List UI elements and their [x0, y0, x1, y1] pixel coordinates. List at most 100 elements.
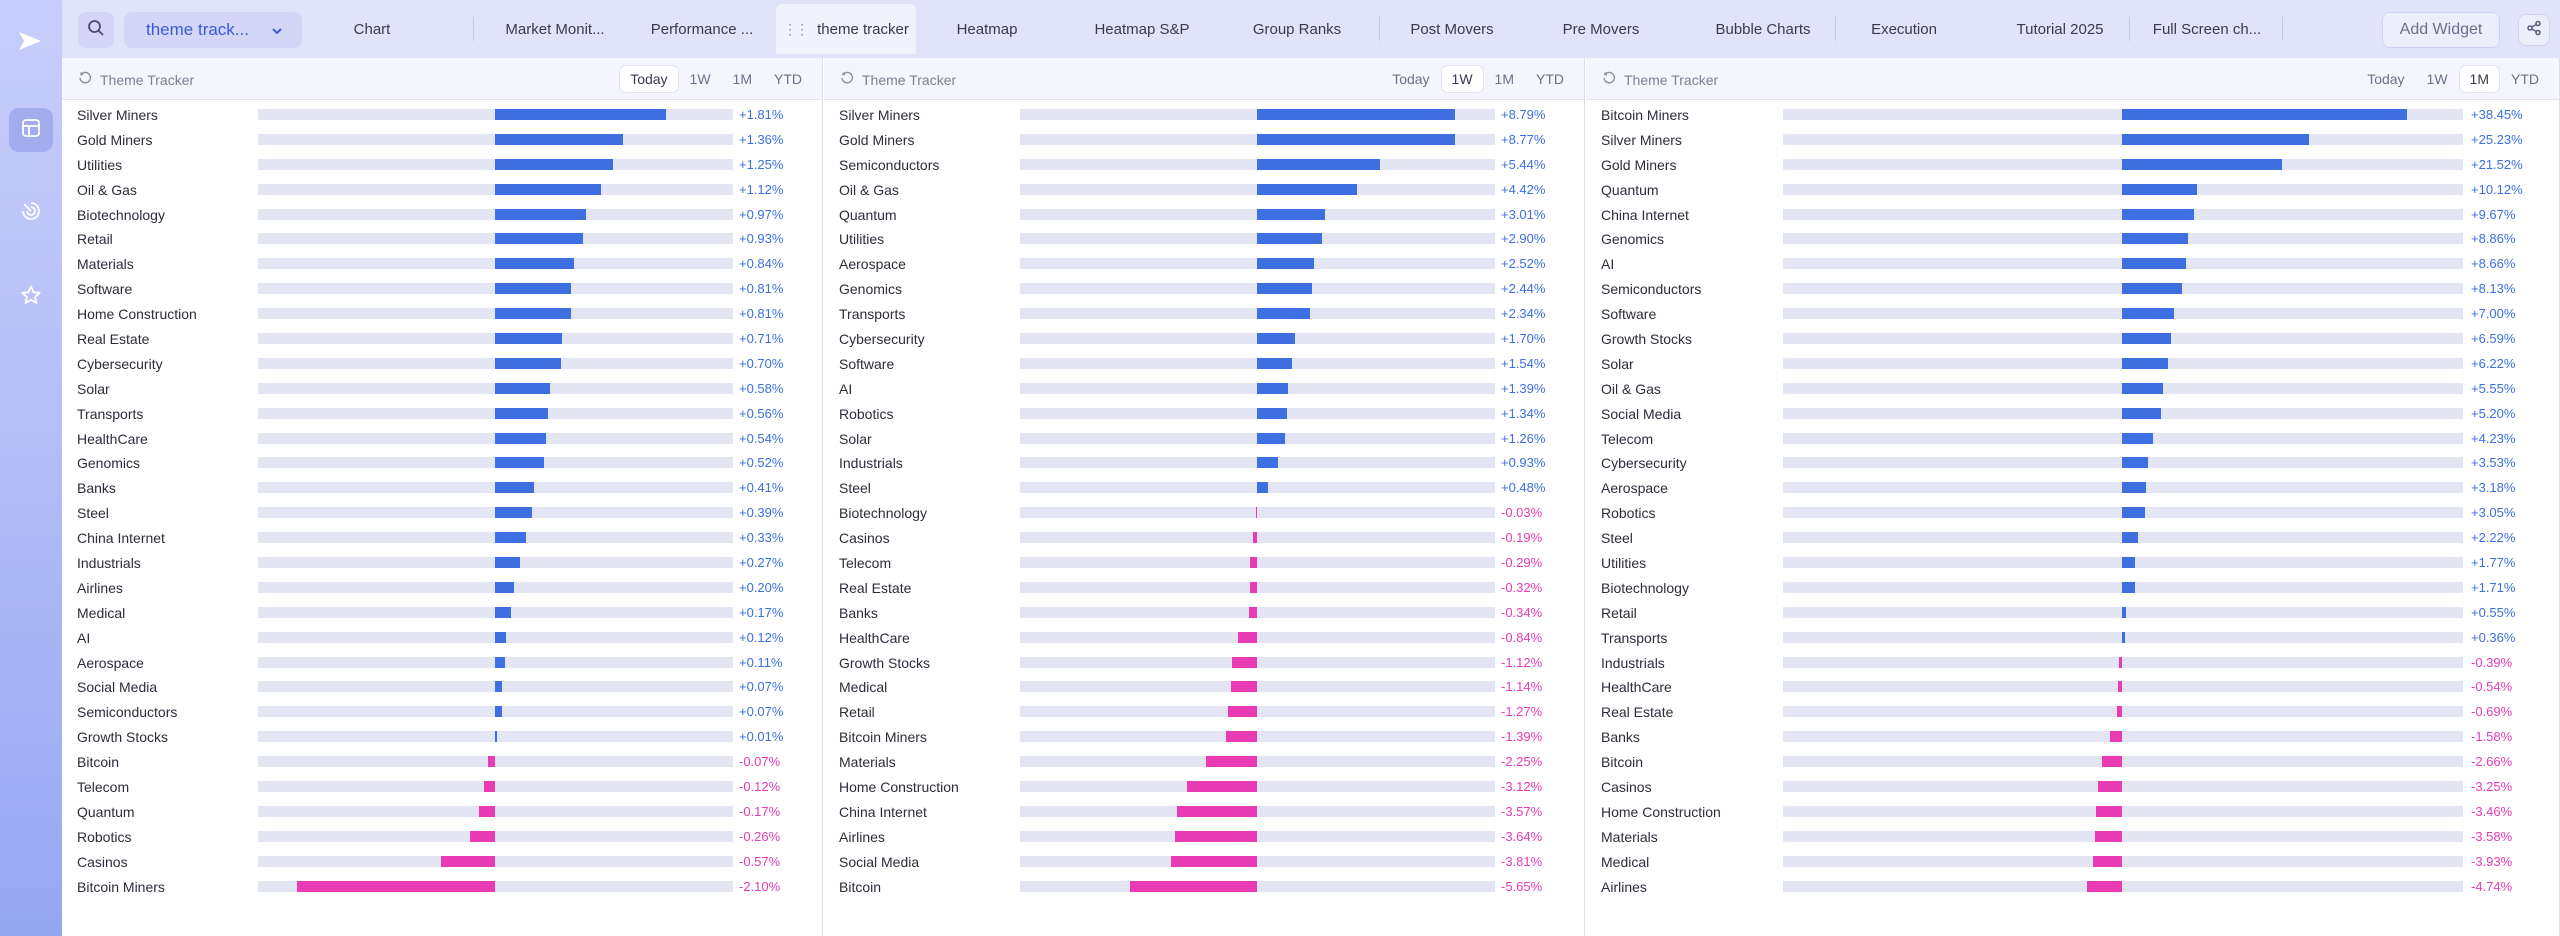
theme-row[interactable]: Robotics +1.34% [824, 401, 1584, 426]
theme-row[interactable]: China Internet -3.57% [824, 799, 1584, 824]
theme-row[interactable]: Home Construction -3.12% [824, 774, 1584, 799]
theme-row[interactable]: Bitcoin -2.66% [1586, 749, 2559, 774]
theme-row[interactable]: Silver Miners +1.81% [62, 102, 822, 127]
theme-row[interactable]: Bitcoin -0.07% [62, 749, 822, 774]
theme-row[interactable]: Solar +1.26% [824, 426, 1584, 451]
theme-row[interactable]: Materials -3.58% [1586, 824, 2559, 849]
theme-row[interactable]: Solar +6.22% [1586, 351, 2559, 376]
theme-row[interactable]: Solar +0.58% [62, 376, 822, 401]
theme-row[interactable]: Retail -1.27% [824, 699, 1584, 724]
period-button-ytd[interactable]: YTD [2511, 71, 2539, 87]
theme-row[interactable]: AI +8.66% [1586, 251, 2559, 276]
tab-theme-tracker[interactable]: ⋮⋮ theme tracker [776, 4, 916, 54]
theme-row[interactable]: Medical -1.14% [824, 674, 1584, 699]
theme-row[interactable]: AI +1.39% [824, 376, 1584, 401]
theme-row[interactable]: Steel +0.39% [62, 500, 822, 525]
theme-row[interactable]: Telecom -0.29% [824, 550, 1584, 575]
drag-handle-icon[interactable]: ⋮⋮ [783, 20, 809, 37]
theme-row[interactable]: Retail +0.55% [1586, 600, 2559, 625]
theme-row[interactable]: Materials -2.25% [824, 749, 1584, 774]
theme-row[interactable]: Banks -1.58% [1586, 724, 2559, 749]
theme-row[interactable]: Banks +0.41% [62, 475, 822, 500]
theme-row[interactable]: Genomics +2.44% [824, 276, 1584, 301]
theme-row[interactable]: Growth Stocks +0.01% [62, 724, 822, 749]
theme-row[interactable]: Telecom -0.12% [62, 774, 822, 799]
search-button[interactable] [78, 12, 114, 48]
theme-row[interactable]: Quantum +10.12% [1586, 177, 2559, 202]
theme-row[interactable]: China Internet +9.67% [1586, 202, 2559, 227]
theme-row[interactable]: Software +7.00% [1586, 301, 2559, 326]
theme-row[interactable]: HealthCare -0.54% [1586, 674, 2559, 699]
theme-row[interactable]: Growth Stocks +6.59% [1586, 326, 2559, 351]
theme-row[interactable]: Social Media -3.81% [824, 849, 1584, 874]
theme-row[interactable]: Software +0.81% [62, 276, 822, 301]
theme-row[interactable]: Software +1.54% [824, 351, 1584, 376]
theme-row[interactable]: Industrials +0.27% [62, 550, 822, 575]
theme-row[interactable]: Transports +0.56% [62, 401, 822, 426]
widget-header[interactable]: Theme Tracker Today 1W 1M YTD [824, 58, 1584, 100]
theme-row[interactable]: Bitcoin Miners -1.39% [824, 724, 1584, 749]
theme-row[interactable]: HealthCare +0.54% [62, 426, 822, 451]
theme-row[interactable]: Biotechnology +0.97% [62, 202, 822, 227]
theme-row[interactable]: Real Estate -0.69% [1586, 699, 2559, 724]
tab-heatmap[interactable]: Heatmap [927, 4, 1047, 54]
tab-performance[interactable]: Performance ... [634, 4, 770, 54]
theme-row[interactable]: Transports +2.34% [824, 301, 1584, 326]
period-button-1m[interactable]: 1M [732, 71, 752, 87]
period-button-ytd[interactable]: YTD [1536, 71, 1564, 87]
period-button-today[interactable]: Today [1392, 71, 1430, 87]
period-button-today[interactable]: Today [2367, 71, 2405, 87]
theme-row[interactable]: Airlines -4.74% [1586, 874, 2559, 899]
theme-row[interactable]: Gold Miners +8.77% [824, 127, 1584, 152]
theme-row[interactable]: Oil & Gas +1.12% [62, 177, 822, 202]
period-button-1w[interactable]: 1W [689, 71, 711, 87]
period-button-1m[interactable]: 1M [2459, 66, 2499, 92]
theme-row[interactable]: Casinos -0.57% [62, 849, 822, 874]
theme-row[interactable]: Casinos -3.25% [1586, 774, 2559, 799]
theme-row[interactable]: Semiconductors +0.07% [62, 699, 822, 724]
play-logo-icon[interactable] [15, 26, 45, 56]
theme-row[interactable]: Airlines -3.64% [824, 824, 1584, 849]
theme-row[interactable]: Bitcoin Miners +38.45% [1586, 102, 2559, 127]
theme-row[interactable]: China Internet +0.33% [62, 525, 822, 550]
theme-row[interactable]: Aerospace +0.11% [62, 650, 822, 675]
theme-row[interactable]: Quantum -0.17% [62, 799, 822, 824]
theme-row[interactable]: Utilities +1.77% [1586, 550, 2559, 575]
theme-row[interactable]: Steel +2.22% [1586, 525, 2559, 550]
theme-row[interactable]: Cybersecurity +0.70% [62, 351, 822, 376]
dashboard-select[interactable]: theme track... [124, 12, 302, 48]
theme-row[interactable]: Real Estate +0.71% [62, 326, 822, 351]
add-widget-button[interactable]: Add Widget [2382, 12, 2500, 48]
tab-full-screen-chart[interactable]: Full Screen ch... [2140, 4, 2274, 54]
theme-row[interactable]: Oil & Gas +4.42% [824, 177, 1584, 202]
theme-row[interactable]: Robotics -0.26% [62, 824, 822, 849]
theme-row[interactable]: AI +0.12% [62, 625, 822, 650]
theme-row[interactable]: HealthCare -0.84% [824, 625, 1584, 650]
theme-row[interactable]: Genomics +0.52% [62, 450, 822, 475]
theme-row[interactable]: Growth Stocks -1.12% [824, 650, 1584, 675]
period-button-today[interactable]: Today [620, 66, 678, 92]
tab-bubble-charts[interactable]: Bubble Charts [1690, 4, 1836, 54]
sidebar-item-favorites[interactable] [9, 275, 53, 319]
theme-row[interactable]: Gold Miners +21.52% [1586, 152, 2559, 177]
theme-row[interactable]: Steel +0.48% [824, 475, 1584, 500]
theme-row[interactable]: Semiconductors +5.44% [824, 152, 1584, 177]
theme-row[interactable]: Materials +0.84% [62, 251, 822, 276]
theme-row[interactable]: Industrials -0.39% [1586, 650, 2559, 675]
theme-row[interactable]: Social Media +5.20% [1586, 401, 2559, 426]
theme-row[interactable]: Retail +0.93% [62, 226, 822, 251]
theme-row[interactable]: Silver Miners +8.79% [824, 102, 1584, 127]
theme-row[interactable]: Airlines +0.20% [62, 575, 822, 600]
theme-row[interactable]: Oil & Gas +5.55% [1586, 376, 2559, 401]
theme-row[interactable]: Semiconductors +8.13% [1586, 276, 2559, 301]
theme-row[interactable]: Genomics +8.86% [1586, 226, 2559, 251]
theme-row[interactable]: Casinos -0.19% [824, 525, 1584, 550]
theme-row[interactable]: Transports +0.36% [1586, 625, 2559, 650]
theme-row[interactable]: Aerospace +2.52% [824, 251, 1584, 276]
theme-row[interactable]: Utilities +2.90% [824, 226, 1584, 251]
theme-row[interactable]: Cybersecurity +3.53% [1586, 450, 2559, 475]
theme-row[interactable]: Aerospace +3.18% [1586, 475, 2559, 500]
theme-row[interactable]: Medical +0.17% [62, 600, 822, 625]
tab-pre-movers[interactable]: Pre Movers [1531, 4, 1671, 54]
period-button-1m[interactable]: 1M [1494, 71, 1514, 87]
